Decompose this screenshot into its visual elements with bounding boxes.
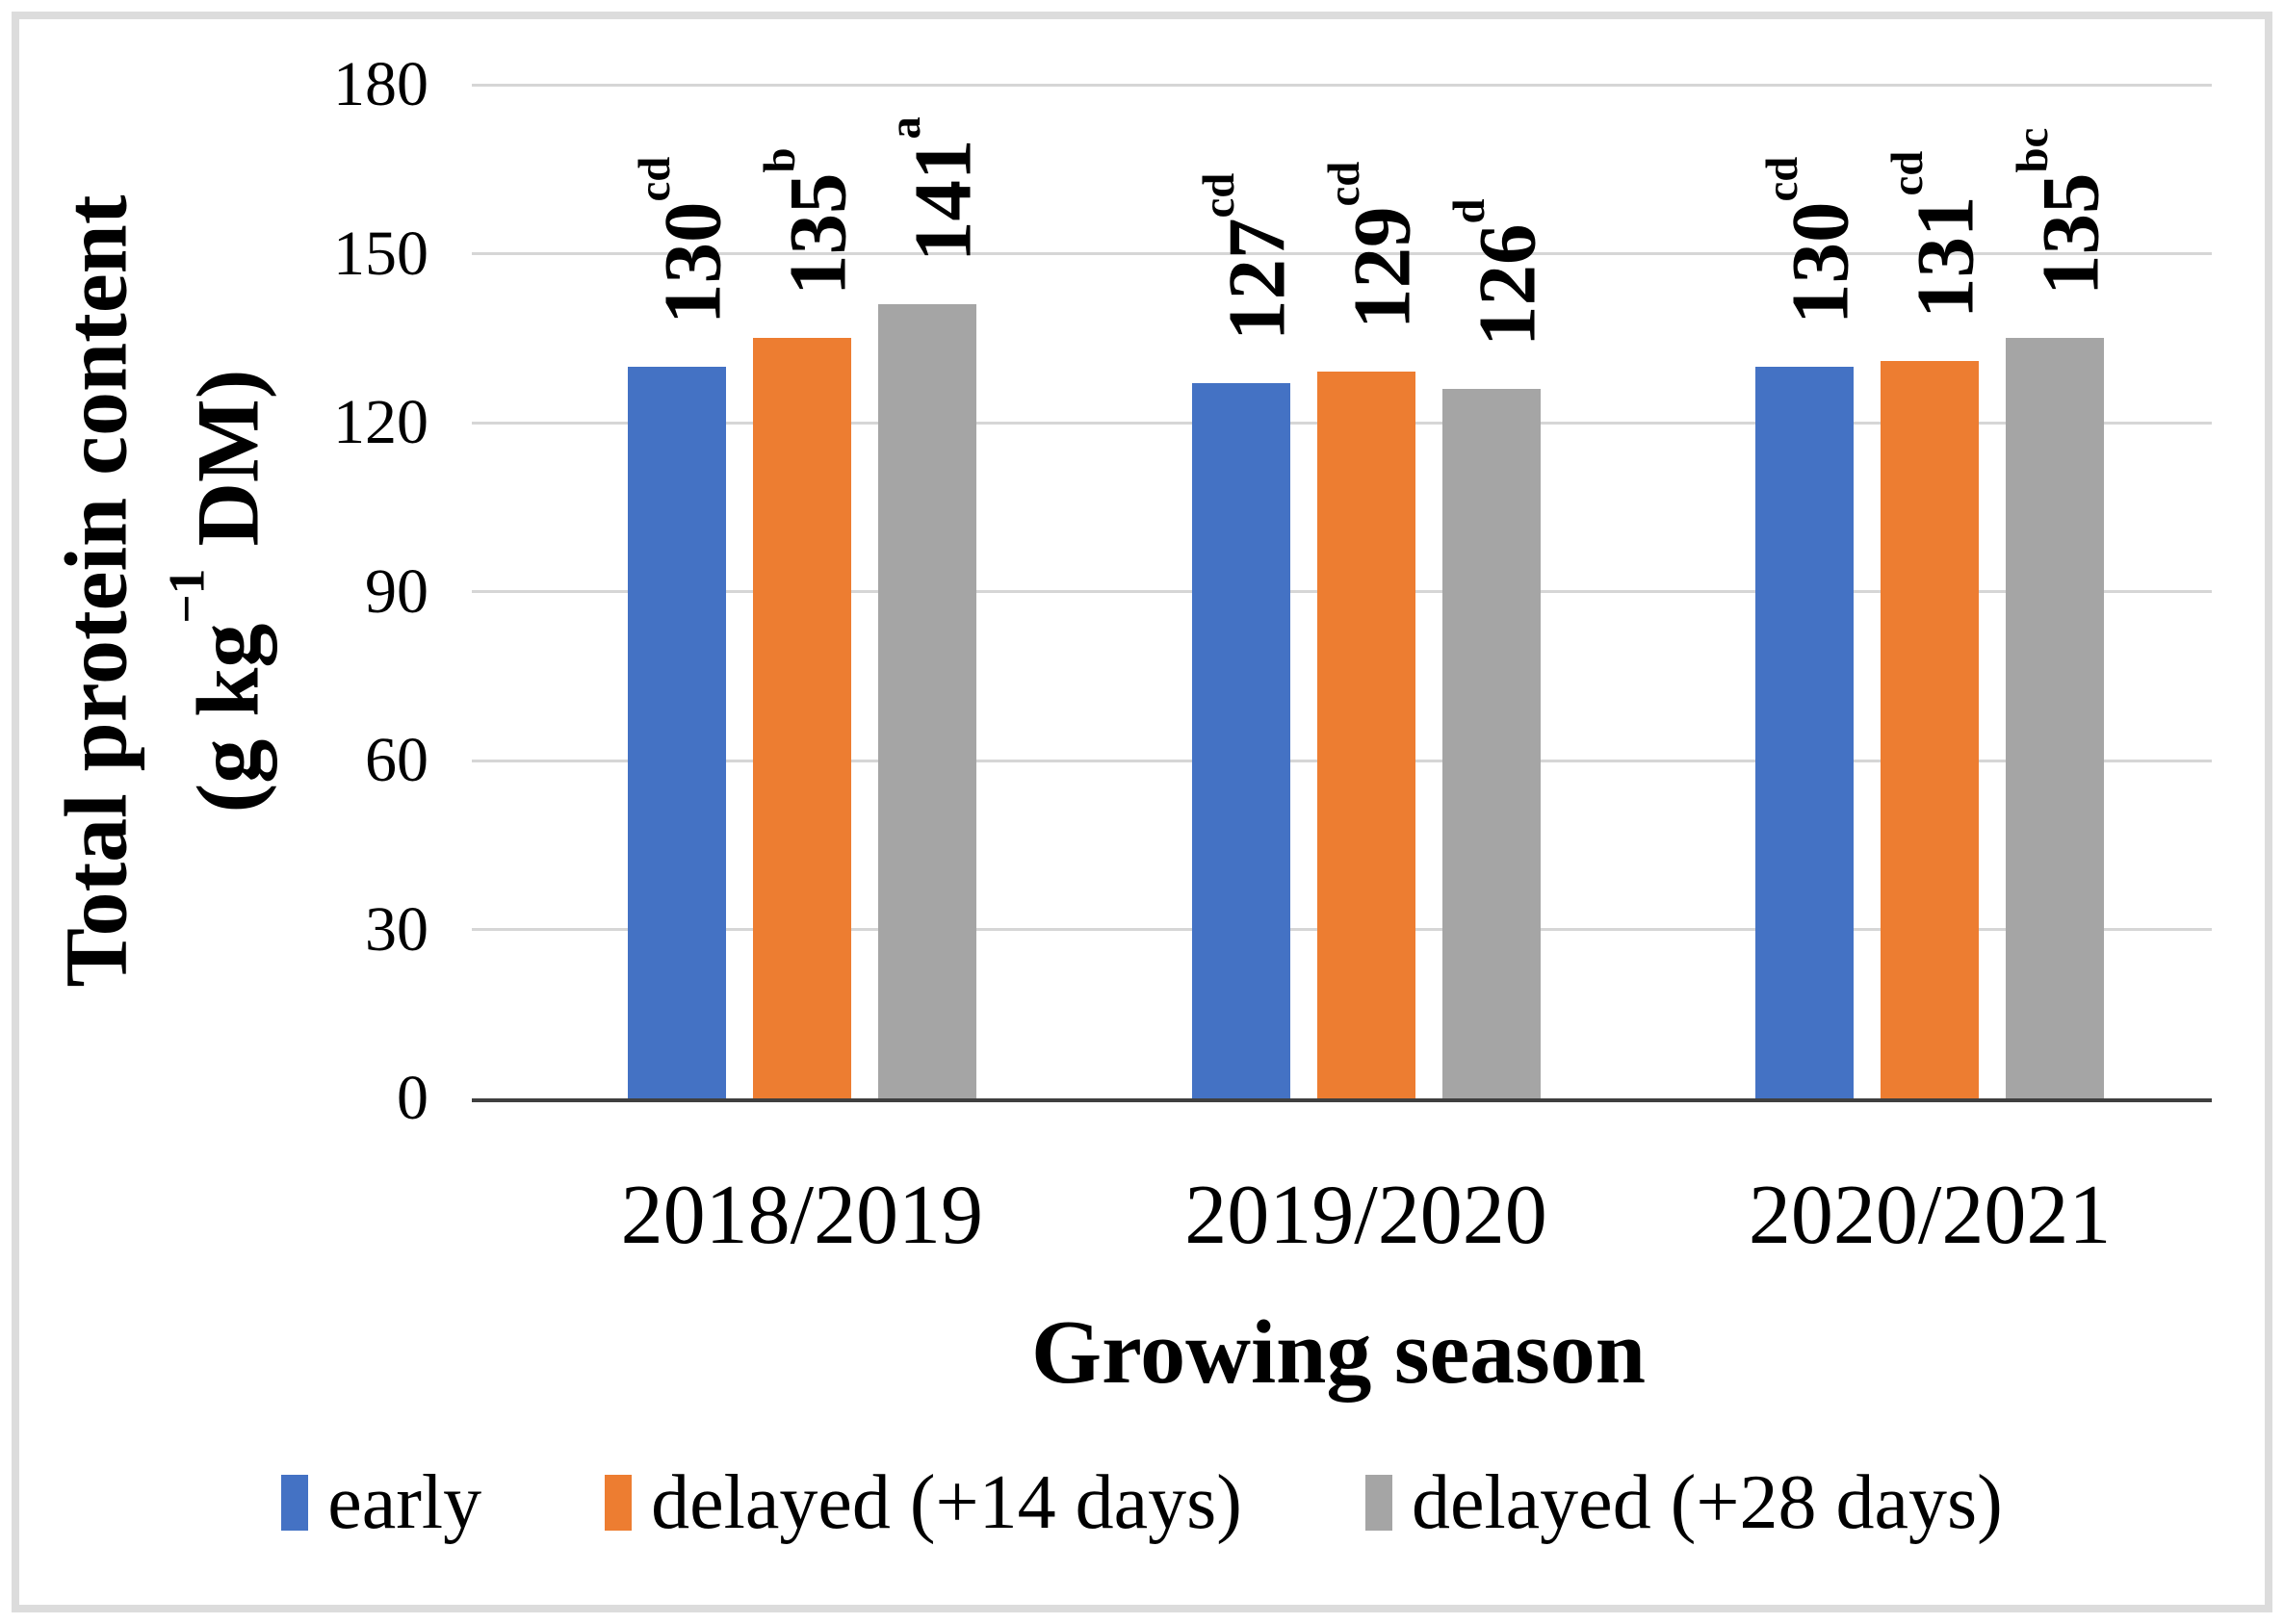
legend-swatch-delayed-28-days [1364,1475,1392,1531]
x-axis-line [472,1098,2212,1102]
legend-label-delayed-14-days: delayed (+14 days) [651,1460,1242,1545]
bar-value: 135 [2025,172,2116,296]
legend-item-early: early [281,1456,481,1549]
bar-value: 141 [897,139,989,263]
y-tick-label-150: 150 [333,218,428,289]
x-category-label-2018-2019: 2018/2019 [620,1169,984,1262]
legend-label-early: early [327,1460,482,1545]
bar-delayed-14-days-2019-2020 [1316,372,1415,1098]
bar-value-label-text: 131cd [1882,150,1991,319]
bar-value-label-text: 130cd [629,156,739,324]
bar-value: 127 [1210,218,1302,342]
significance-letter: cd [1193,172,1244,219]
y-tick-label-90: 90 [365,555,428,627]
y-tick-label-0: 0 [397,1063,428,1133]
bar-delayed-14-days-2020-2021 [1881,360,1980,1098]
significance-letter: cd [1756,156,1807,201]
significance-letter: cd [629,156,680,201]
y-tick-label-180: 180 [333,49,428,119]
bar-value: 126 [1461,223,1552,347]
y-tick-label-60: 60 [365,725,428,795]
bar-delayed-28-days-2019-2020 [1441,388,1541,1098]
legend-item-delayed-14-days: delayed (+14 days) [605,1456,1242,1549]
bar-value: 130 [1775,201,1866,324]
bar-delayed-28-days-2020-2021 [2006,338,2105,1098]
legend: early delayed (+14 days) delayed (+28 days… [0,1449,2284,1557]
bar-delayed-28-days-2018-2019 [877,304,976,1098]
bar-early-2018-2019 [627,366,726,1098]
x-category-label-2019-2020: 2019/2020 [1184,1169,1547,1262]
bar-value-label-text: 126d [1443,198,1552,347]
bar-value-label-text: 127cd [1193,172,1302,342]
bar-value-label-text: 135bc [2007,128,2116,296]
significance-letter: cd [1318,162,1369,207]
bar-value-label-text: 130cd [1756,156,1866,324]
significance-letter: b [754,147,805,173]
significance-letter: bc [2007,128,2058,173]
significance-letter: a [879,116,930,140]
x-category-label-2020-2021: 2020/2021 [1748,1169,2112,1262]
significance-letter: d [1443,198,1494,224]
legend-swatch-delayed-14-days [605,1475,633,1531]
bar-early-2019-2020 [1191,383,1290,1098]
bar-value-label-text: 135b [754,147,864,296]
bar-value: 131 [1900,195,1991,319]
y-tick-label-30: 30 [365,893,428,965]
legend-item-delayed-28-days: delayed (+28 days) [1364,1456,2003,1549]
significance-letter: cd [1882,150,1933,196]
bar-value-label-text: 141a [879,116,989,263]
legend-swatch-early [281,1475,309,1531]
bar-delayed-14-days-2018-2019 [752,338,851,1098]
gridline-180 [472,83,2212,87]
x-axis-title: Growing season [1030,1302,1647,1403]
bar-value: 129 [1336,206,1427,330]
gridline-150 [472,252,2212,255]
bar-value-label-text: 129cd [1318,162,1427,330]
bar-value: 130 [647,201,739,324]
legend-label-delayed-28-days: delayed (+28 days) [1411,1460,2003,1545]
bar-value: 135 [772,172,864,296]
y-tick-label-120: 120 [333,387,428,457]
bar-early-2020-2021 [1755,366,1855,1098]
